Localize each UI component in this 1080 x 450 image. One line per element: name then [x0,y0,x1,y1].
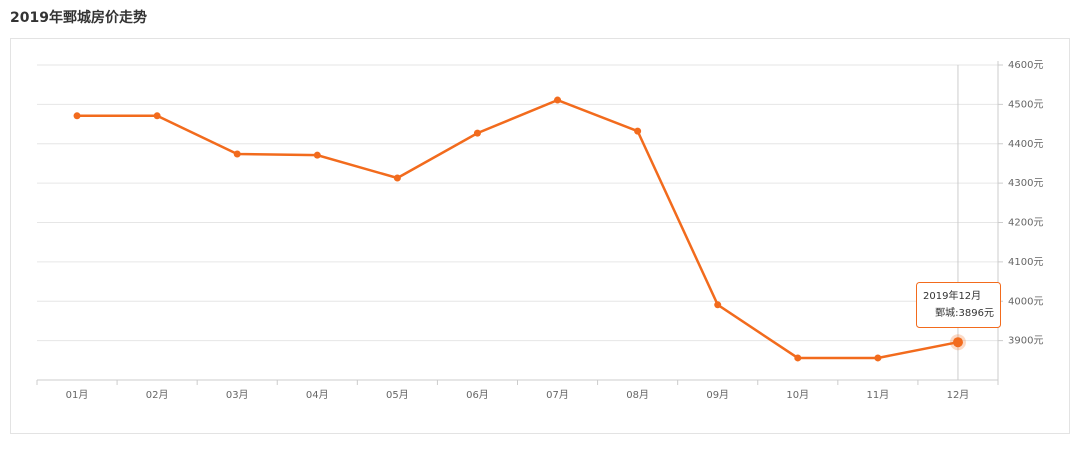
plot-frame [10,38,1070,434]
point [393,174,401,182]
point [313,151,321,159]
point [794,354,802,362]
x-tick-label: 01月 [66,389,89,401]
y-tick-label: 4500元 [1008,99,1043,110]
point [554,96,562,104]
y-tick-label: 4000元 [1008,296,1043,307]
x-tick-label: 04月 [306,389,329,401]
x-tick-label: 05月 [386,389,409,401]
x-tick-label: 03月 [226,389,249,401]
y-tick-label: 3900元 [1008,336,1043,347]
point [73,112,81,120]
x-tick-label: 07月 [546,389,569,401]
chart-title: 2019年鄄城房价走势 [10,9,147,26]
x-tick-label: 06月 [466,389,489,401]
x-tick-label: 10月 [786,389,809,401]
x-tick-label: 02月 [146,389,169,401]
point [714,301,722,309]
y-tick-label: 4200元 [1008,218,1043,229]
tooltip-text: 鄄城:3896元 [935,307,994,319]
point [153,112,161,120]
x-tick-label: 09月 [706,389,729,401]
point [634,127,642,135]
point [952,337,963,348]
x-tick-label: 12月 [947,389,970,401]
y-tick-label: 4600元 [1008,60,1043,71]
tooltip-box [916,282,1001,328]
y-tick-label: 4400元 [1008,139,1043,150]
y-tick-label: 4100元 [1008,257,1043,268]
point [233,150,241,158]
point [874,354,882,362]
y-tick-label: 4300元 [1008,178,1043,189]
line [77,98,959,360]
point [473,129,481,137]
tooltip-title: 2019年12月 [923,289,981,302]
x-tick-label: 11月 [867,389,890,401]
x-tick-label: 08月 [626,389,649,401]
